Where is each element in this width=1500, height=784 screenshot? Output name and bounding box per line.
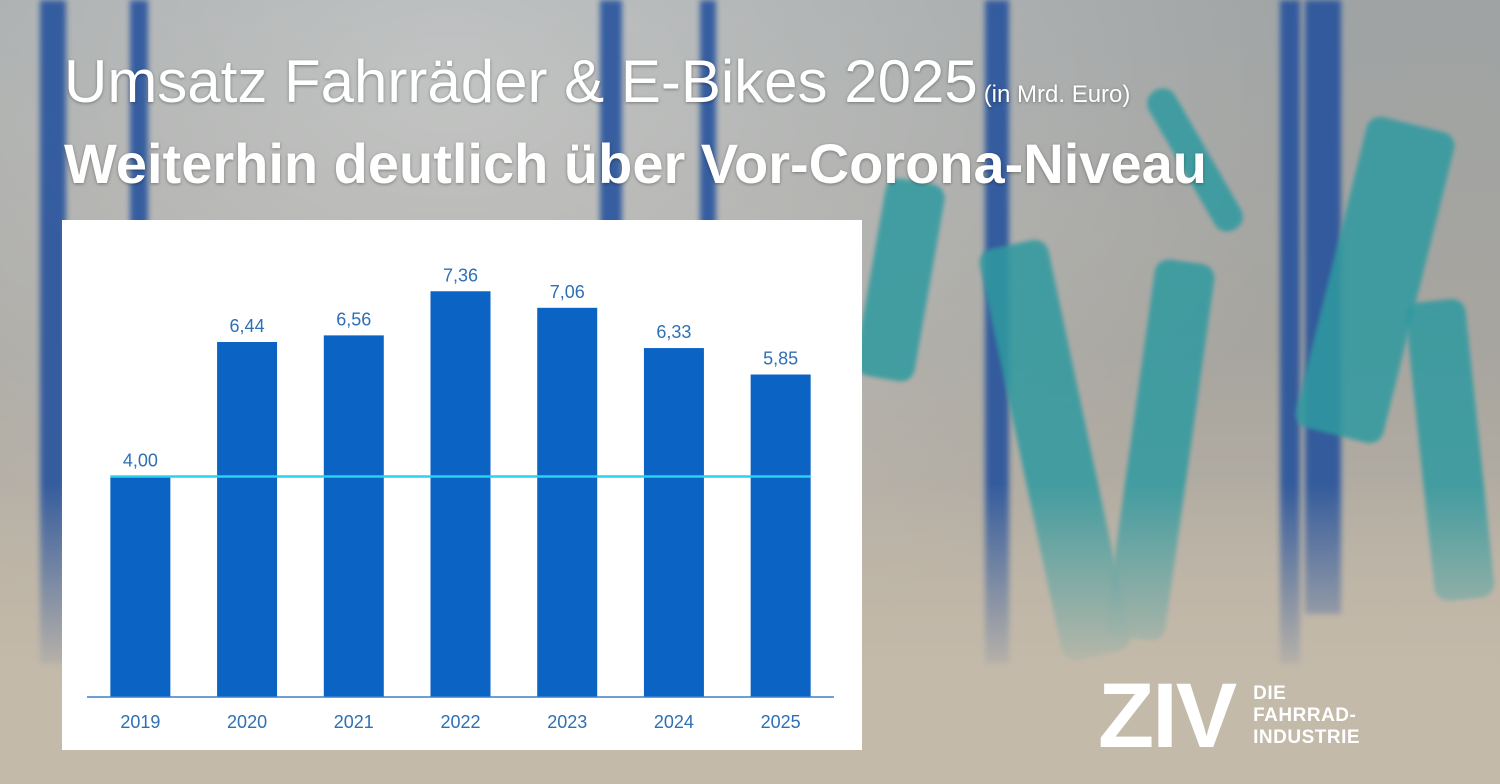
bar-2019 [110,476,171,697]
chart-card: 4,00 2019 6,44 2020 6,56 2021 7,36 2022 7,06 2023… [62,220,862,750]
bar-2023 [537,307,598,697]
bar-2021 [323,335,384,697]
title-text: Umsatz Fahrräder & E-Bikes 2025 [64,48,978,115]
x-tick-label-2023: 2023 [547,712,587,732]
data-label-2020: 6,44 [230,316,265,336]
data-label-2023: 7,06 [550,282,585,302]
unit-label: (in Mrd. Euro) [983,81,1131,108]
data-label-2025: 5,85 [763,349,798,369]
bar-2025 [750,374,811,697]
bar-2024 [643,348,704,697]
data-label-2024: 6,33 [656,322,691,342]
ziv-logo: ZIV DIE FAHRRAD- INDUSTRIE [1098,665,1360,767]
x-tick-label-2021: 2021 [334,712,374,732]
chart-subtitle: Weiterhin deutlich über Vor-Corona-Nivea… [64,132,1207,195]
logo-line-1: DIE [1253,683,1287,704]
bar-chart: 4,00 2019 6,44 2020 6,56 2021 7,36 2022 7,06 2023… [87,265,834,732]
x-tick-label-2020: 2020 [227,712,267,732]
x-tick-label-2022: 2022 [440,712,480,732]
bar-2022 [430,291,491,697]
x-tick-label-2024: 2024 [654,712,694,732]
logo-line-3: INDUSTRIE [1253,727,1361,748]
logo-line-2: FAHRRAD- [1253,705,1357,726]
logo-mark: ZIV [1098,665,1237,767]
bar-2020 [217,341,278,697]
data-label-2019: 4,00 [123,451,158,471]
logo-wordmark: DIE FAHRRAD- INDUSTRIE [1253,683,1360,749]
x-tick-label-2019: 2019 [120,712,160,732]
data-label-2021: 6,56 [336,309,371,329]
data-label-2022: 7,36 [443,265,478,285]
x-tick-label-2025: 2025 [761,712,801,732]
chart-title: Umsatz Fahrräder & E-Bikes 2025 (in Mrd. … [64,46,1130,131]
